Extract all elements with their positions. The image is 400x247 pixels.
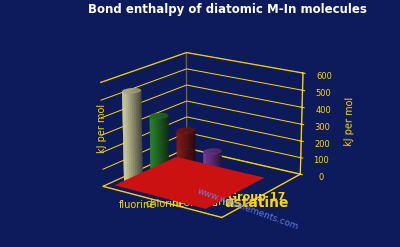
Text: Bond enthalpy of diatomic M-In molecules: Bond enthalpy of diatomic M-In molecules [88,3,367,16]
Text: kJ per mol: kJ per mol [97,104,107,153]
Text: www.webelements.com: www.webelements.com [196,186,300,232]
